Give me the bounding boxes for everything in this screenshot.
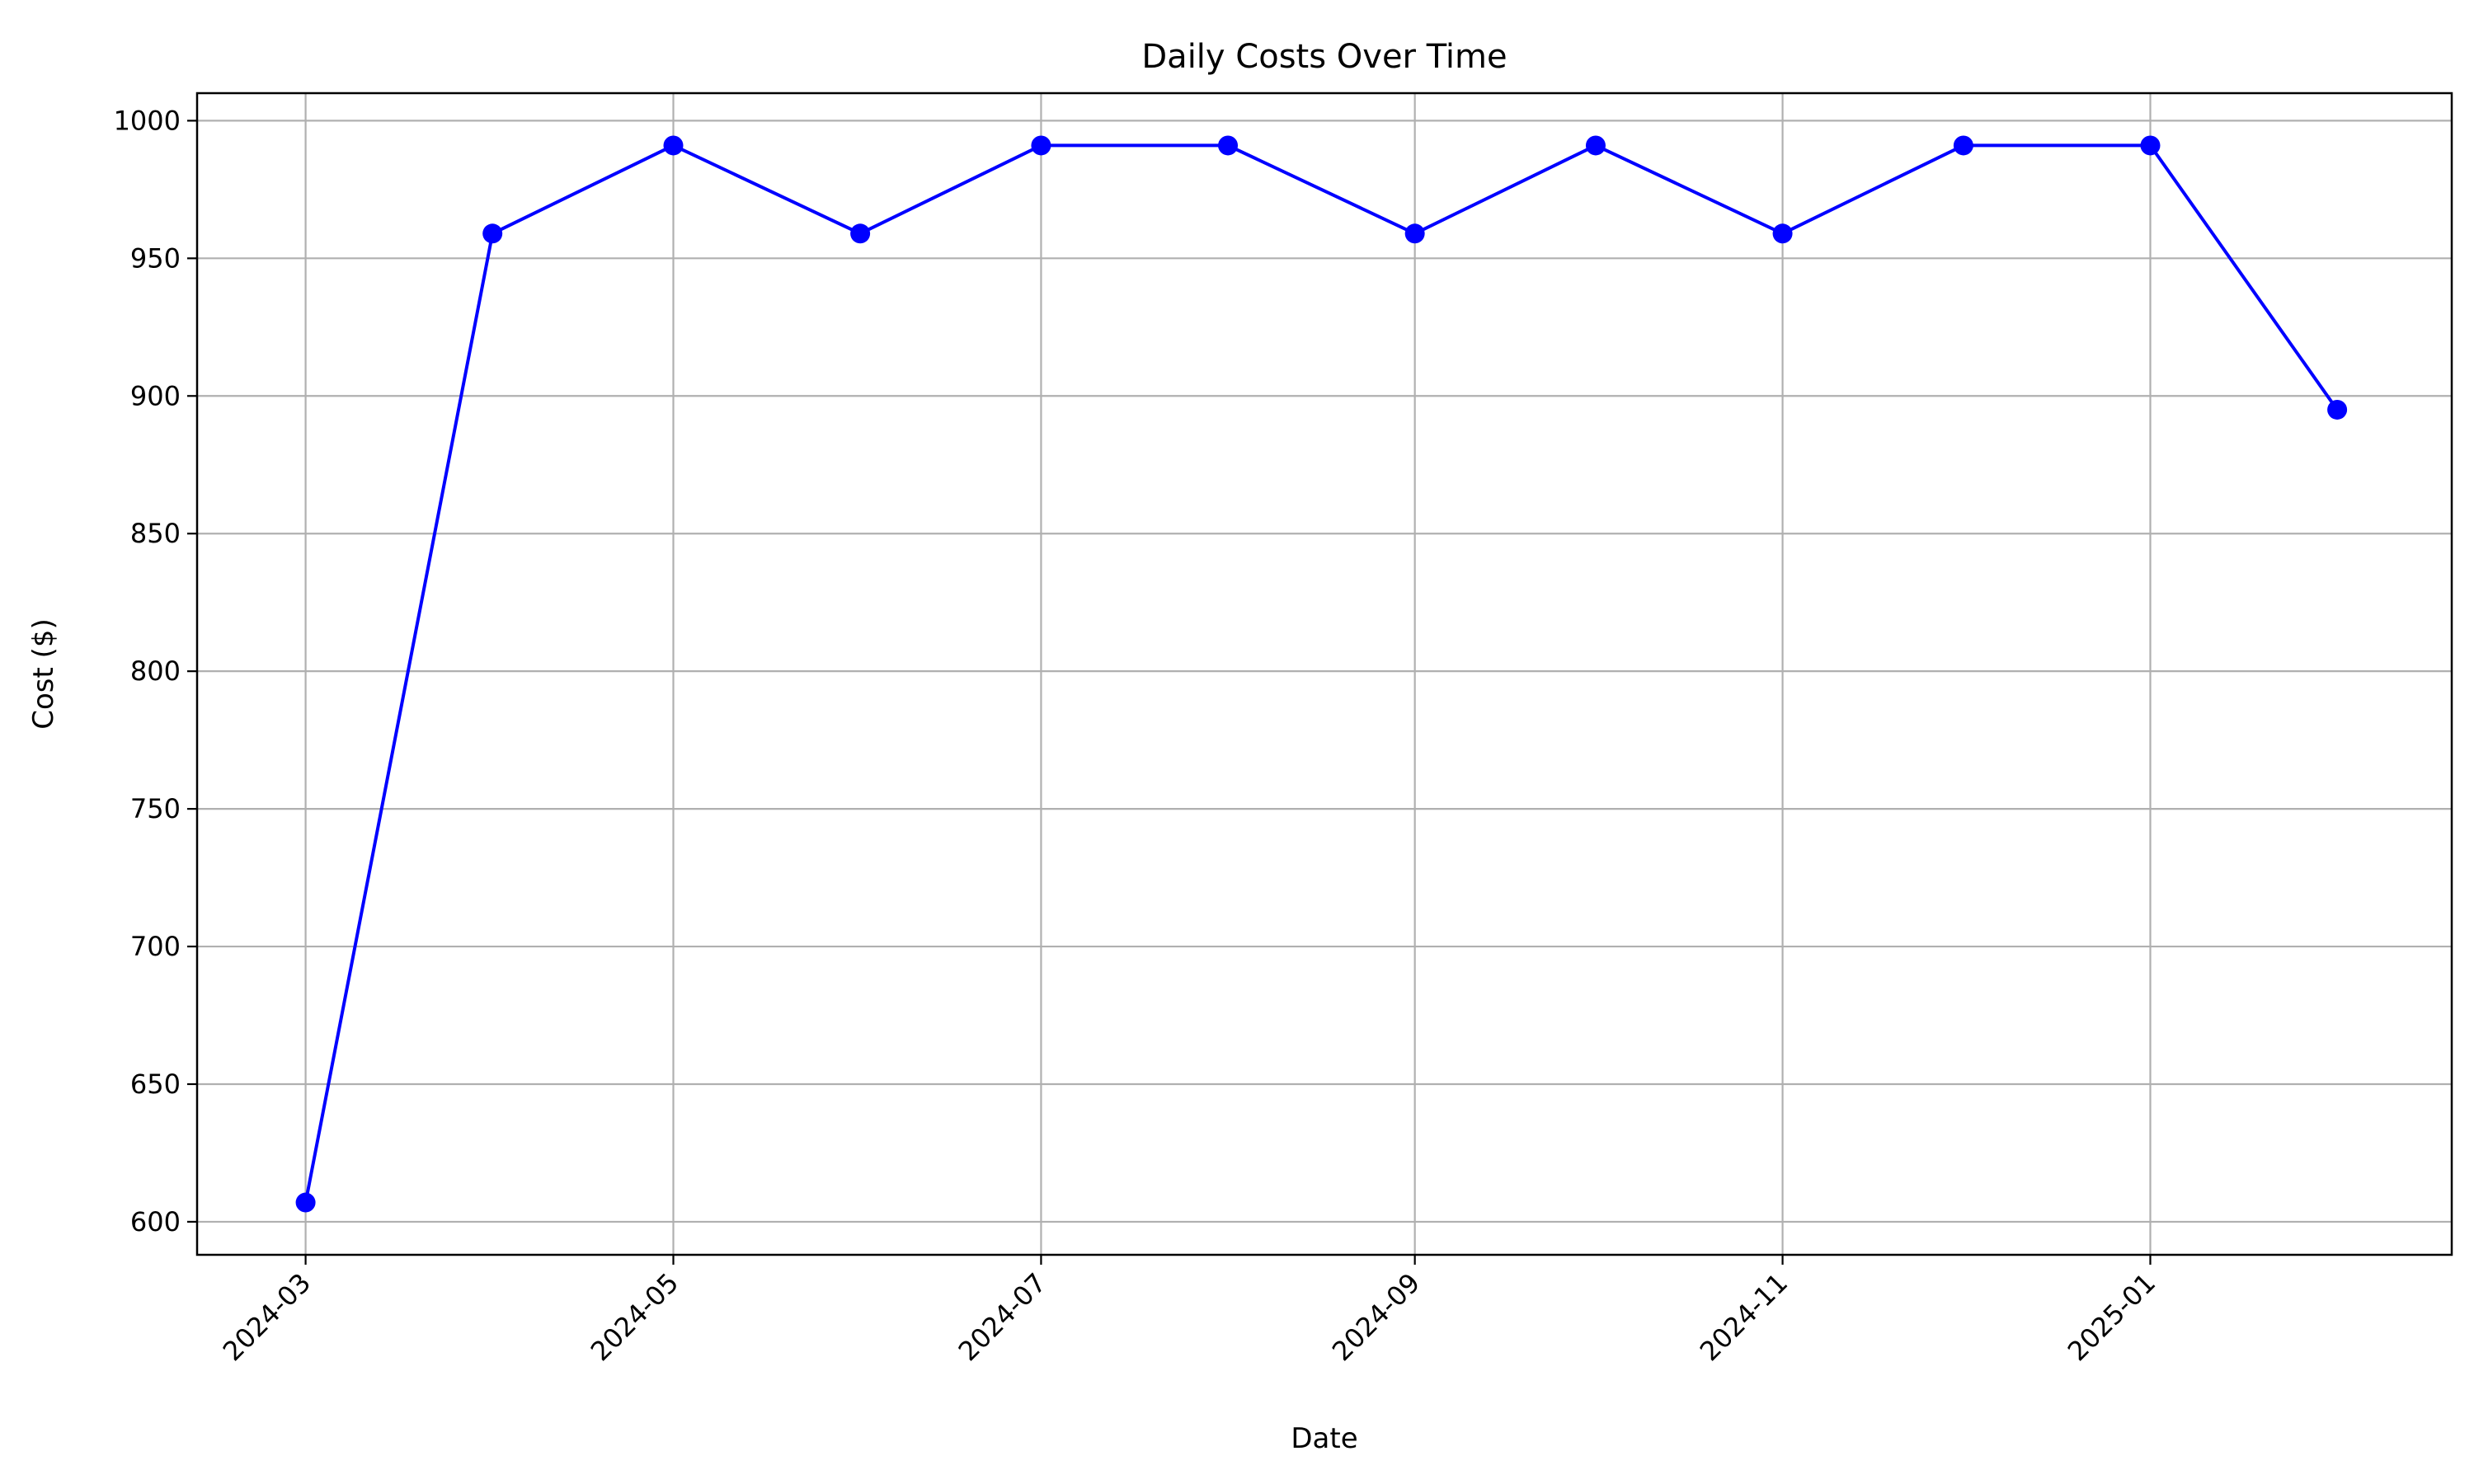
plot-frame <box>195 92 2453 1256</box>
y-axis-ticks: 600 650 700 750 800 850 900 950 1000 <box>114 105 197 1237</box>
chart-title: Daily Costs Over Time <box>1141 38 1507 76</box>
y-tick-label: 800 <box>130 655 181 687</box>
y-tick-label: 600 <box>130 1206 181 1237</box>
data-point <box>2327 399 2348 420</box>
data-point <box>295 1192 316 1213</box>
series-line-layer <box>303 143 2339 1203</box>
data-point <box>1218 135 1239 156</box>
y-tick-label: 650 <box>130 1068 181 1100</box>
y-axis-label: Cost ($) <box>27 618 60 730</box>
y-tick-label: 950 <box>130 242 181 274</box>
data-point <box>1772 223 1793 244</box>
data-point <box>1031 135 1051 156</box>
series-markers <box>295 135 2348 1213</box>
y-tick-label: 900 <box>130 380 181 411</box>
x-axis-label: Date <box>1291 1422 1357 1455</box>
data-point <box>1585 135 1606 156</box>
grid <box>197 93 2452 1255</box>
y-tick-label: 700 <box>130 931 181 962</box>
data-point <box>850 223 871 244</box>
y-tick-label: 850 <box>130 518 181 549</box>
data-point <box>2140 135 2161 156</box>
data-point <box>1953 135 1973 156</box>
y-tick-label: 1000 <box>114 105 181 136</box>
data-point <box>482 223 503 244</box>
series-line <box>303 143 2339 1203</box>
data-point <box>663 135 684 156</box>
data-point <box>1404 223 1425 244</box>
y-tick-label: 750 <box>130 793 181 824</box>
